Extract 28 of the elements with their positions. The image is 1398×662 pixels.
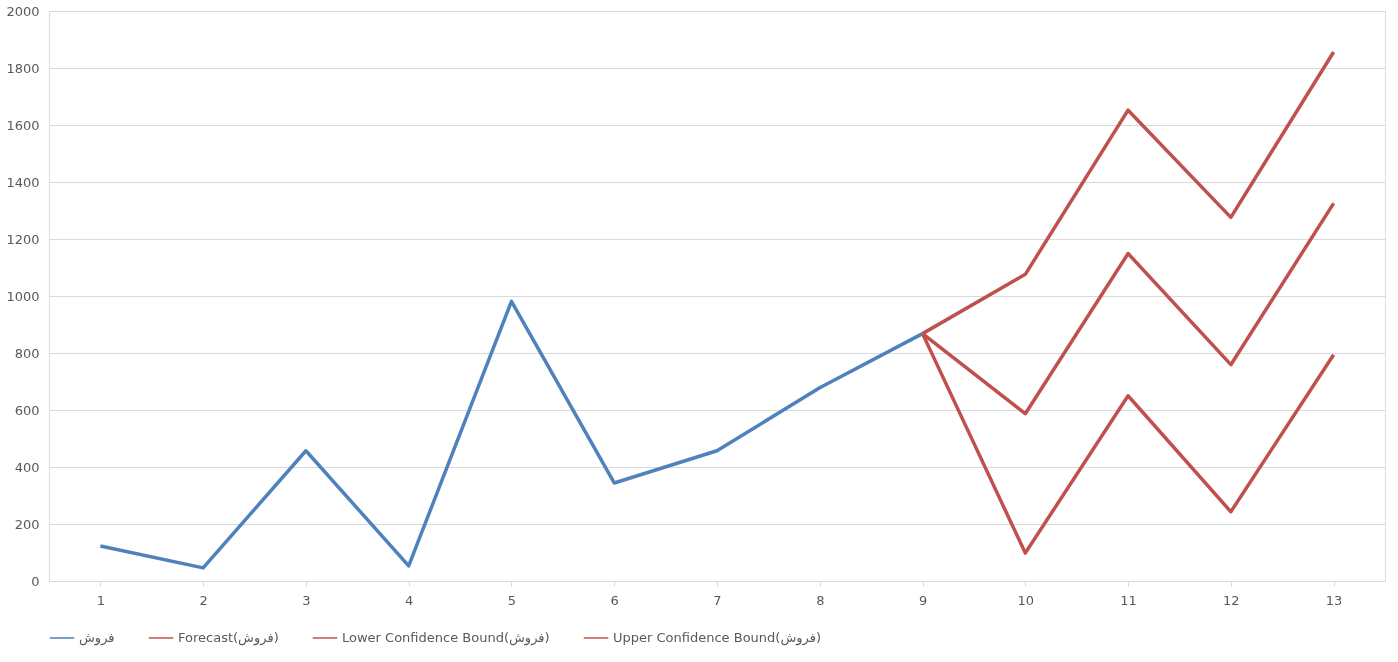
y-tick-label: 1200 — [6, 231, 40, 247]
y-tick-label: 0 — [31, 573, 40, 589]
x-tick-label: 3 — [302, 592, 311, 608]
x-tick-label: 7 — [713, 592, 722, 608]
y-tick-label: 1000 — [6, 288, 40, 304]
legend-label: فروش — [79, 630, 115, 646]
x-tick-label: 13 — [1325, 592, 1343, 608]
y-tick-label: 2000 — [6, 3, 40, 19]
x-tick-label: 8 — [816, 592, 825, 608]
y-tick-label: 400 — [14, 459, 40, 475]
x-tick-label: 4 — [405, 592, 414, 608]
x-tick-label: 10 — [1017, 592, 1035, 608]
x-tick-label: 9 — [918, 592, 928, 608]
x-tick-label: 2 — [199, 592, 208, 608]
legend-label: Lower Confidence Bound(فروش) — [342, 630, 550, 646]
y-tick-label: 800 — [14, 345, 40, 361]
legend-label: Upper Confidence Bound(فروش) — [613, 630, 822, 646]
x-tick-label: 12 — [1223, 592, 1240, 608]
legend-label: Forecast(فروش) — [178, 630, 279, 646]
x-tick-label: 11 — [1120, 592, 1137, 608]
x-tick-label: 6 — [610, 592, 619, 608]
y-tick-label: 1600 — [6, 117, 40, 133]
y-tick-label: 600 — [14, 402, 40, 418]
y-tick-label: 200 — [14, 516, 40, 532]
y-tick-label: 1800 — [6, 60, 40, 76]
y-tick-label: 1400 — [6, 174, 40, 190]
x-tick-label: 5 — [507, 592, 517, 608]
x-tick-label: 1 — [96, 592, 106, 608]
